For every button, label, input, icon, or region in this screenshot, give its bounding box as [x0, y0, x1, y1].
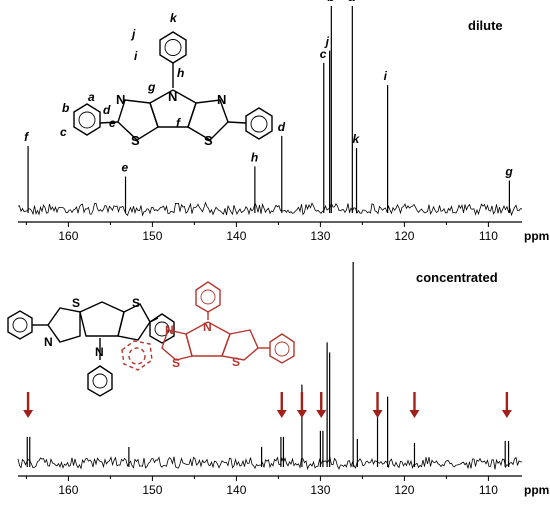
pi-stacking-dashed-ring	[121, 340, 153, 371]
atom-n-red-left: N	[165, 323, 174, 337]
peak-label-d: d	[278, 120, 286, 134]
left-phenyl-ring	[73, 103, 101, 136]
peak-label-i: i	[384, 69, 388, 83]
dilute-panel-title: dilute	[468, 18, 503, 33]
concentrated-x-axis-label: ppm	[524, 483, 549, 497]
tick-label-0-140: 140	[226, 229, 246, 243]
black-n-phenyl-ring	[87, 365, 113, 397]
concentrated-panel: concentrated N N S S	[7, 262, 549, 497]
atom-s-red-left: S	[172, 356, 180, 370]
dilute-baseline-noise	[17, 201, 523, 217]
shift-arrow-head-4	[372, 410, 383, 418]
atom-n-black-left: N	[44, 335, 53, 349]
tick-label-1-130: 130	[310, 483, 330, 497]
tick-label-1-120: 120	[394, 483, 414, 497]
atom-s-black-left: S	[72, 296, 80, 310]
peak-label-b: b	[327, 0, 334, 4]
black-right-phenyl-ring	[149, 313, 175, 344]
shift-arrow-head-0	[23, 410, 34, 418]
concentrated-peaks	[26, 262, 510, 467]
tick-label-0-110: 110	[479, 229, 498, 243]
red-right-thiazole-ring	[221, 329, 259, 361]
atom-n-left-thiazole: N	[116, 92, 125, 107]
peak-label-f: f	[24, 130, 29, 144]
dilute-molecule-position-labels: k j i h g a b c d e f	[60, 11, 184, 139]
red-left-thiazole-ring	[161, 329, 193, 361]
peak-label-k: k	[353, 132, 361, 146]
shift-arrow-head-2	[296, 410, 307, 418]
structure-label-c: c	[60, 125, 67, 139]
n-phenyl-ring	[159, 31, 187, 64]
tick-label-1-140: 140	[226, 483, 246, 497]
dilute-x-axis: 160 150 140 130 120 110	[18, 221, 522, 243]
black-pyrrole-core	[79, 301, 125, 337]
structure-label-b: b	[62, 101, 69, 115]
structure-label-g: g	[147, 80, 156, 94]
n-phenyl-aromatic-circle	[164, 39, 182, 56]
structure-label-k: k	[170, 11, 178, 25]
right-thiazole-ring	[187, 99, 229, 141]
concentrated-panel-title: concentrated	[416, 270, 498, 285]
structure-label-j: j	[130, 27, 136, 41]
shift-arrow-head-6	[501, 410, 512, 418]
black-right-thiazole-ring	[117, 303, 151, 341]
tick-label-0-130: 130	[310, 229, 330, 243]
atom-s-left-thiazole: S	[131, 133, 140, 148]
peak-label-e: e	[122, 161, 129, 175]
dilute-peak-labels: fehdcjbakig	[24, 0, 513, 179]
peak-label-h: h	[251, 150, 258, 164]
structure-label-h: h	[177, 66, 184, 80]
peak-label-j: j	[324, 35, 330, 49]
atom-n-black-pyrrole: N	[95, 345, 104, 359]
structure-label-e: e	[109, 116, 116, 130]
dilute-panel: dilute N N N S S	[17, 0, 549, 243]
tick-label-1-160: 160	[58, 483, 78, 497]
tick-label-0-160: 160	[58, 229, 78, 243]
atom-n-pyrrole: N	[168, 89, 177, 104]
structure-label-f: f	[176, 116, 181, 130]
structure-label-a: a	[88, 90, 95, 104]
shift-arrow-head-1	[276, 410, 287, 418]
peak-label-c: c	[320, 47, 327, 61]
dilute-molecule-structure	[73, 31, 273, 141]
red-n-phenyl-ring	[195, 281, 221, 313]
red-monomer-atoms: N N S S	[165, 320, 240, 370]
red-right-phenyl-ring	[269, 333, 295, 364]
atom-s-black-right: S	[132, 296, 140, 310]
structure-label-d: d	[103, 103, 111, 117]
atom-n-red-pyrrole: N	[203, 320, 212, 334]
dilute-peaks	[27, 6, 510, 213]
structure-label-i: i	[134, 49, 138, 63]
tick-label-0-120: 120	[394, 229, 414, 243]
concentrated-x-axis: 160 150 140 130 120 110	[18, 475, 522, 497]
black-monomer-atoms: N N S S	[44, 296, 140, 359]
left-thiazole-ring	[117, 99, 159, 141]
dilute-x-axis-label: ppm	[524, 229, 549, 243]
shift-arrow-head-5	[409, 410, 420, 418]
atom-s-red-right: S	[232, 355, 240, 369]
tick-label-0-150: 150	[142, 229, 162, 243]
black-left-thiazole-ring	[47, 307, 81, 343]
atom-s-right-thiazole: S	[204, 133, 213, 148]
red-monomer-structure	[161, 281, 295, 364]
atom-n-right-thiazole: N	[217, 92, 226, 107]
dilute-molecule-atoms: N N N S S	[116, 89, 226, 148]
peak-label-g: g	[504, 165, 513, 179]
right-phenyl-ring	[245, 107, 273, 140]
tick-label-1-110: 110	[479, 483, 498, 497]
concentrated-baseline-noise	[17, 456, 523, 471]
tick-label-1-150: 150	[142, 483, 162, 497]
peak-label-a: a	[348, 0, 355, 4]
black-monomer-structure	[7, 301, 175, 397]
black-left-phenyl-ring	[7, 310, 33, 340]
concentrated-shift-arrows	[23, 392, 512, 418]
shift-arrow-head-3	[316, 410, 327, 418]
